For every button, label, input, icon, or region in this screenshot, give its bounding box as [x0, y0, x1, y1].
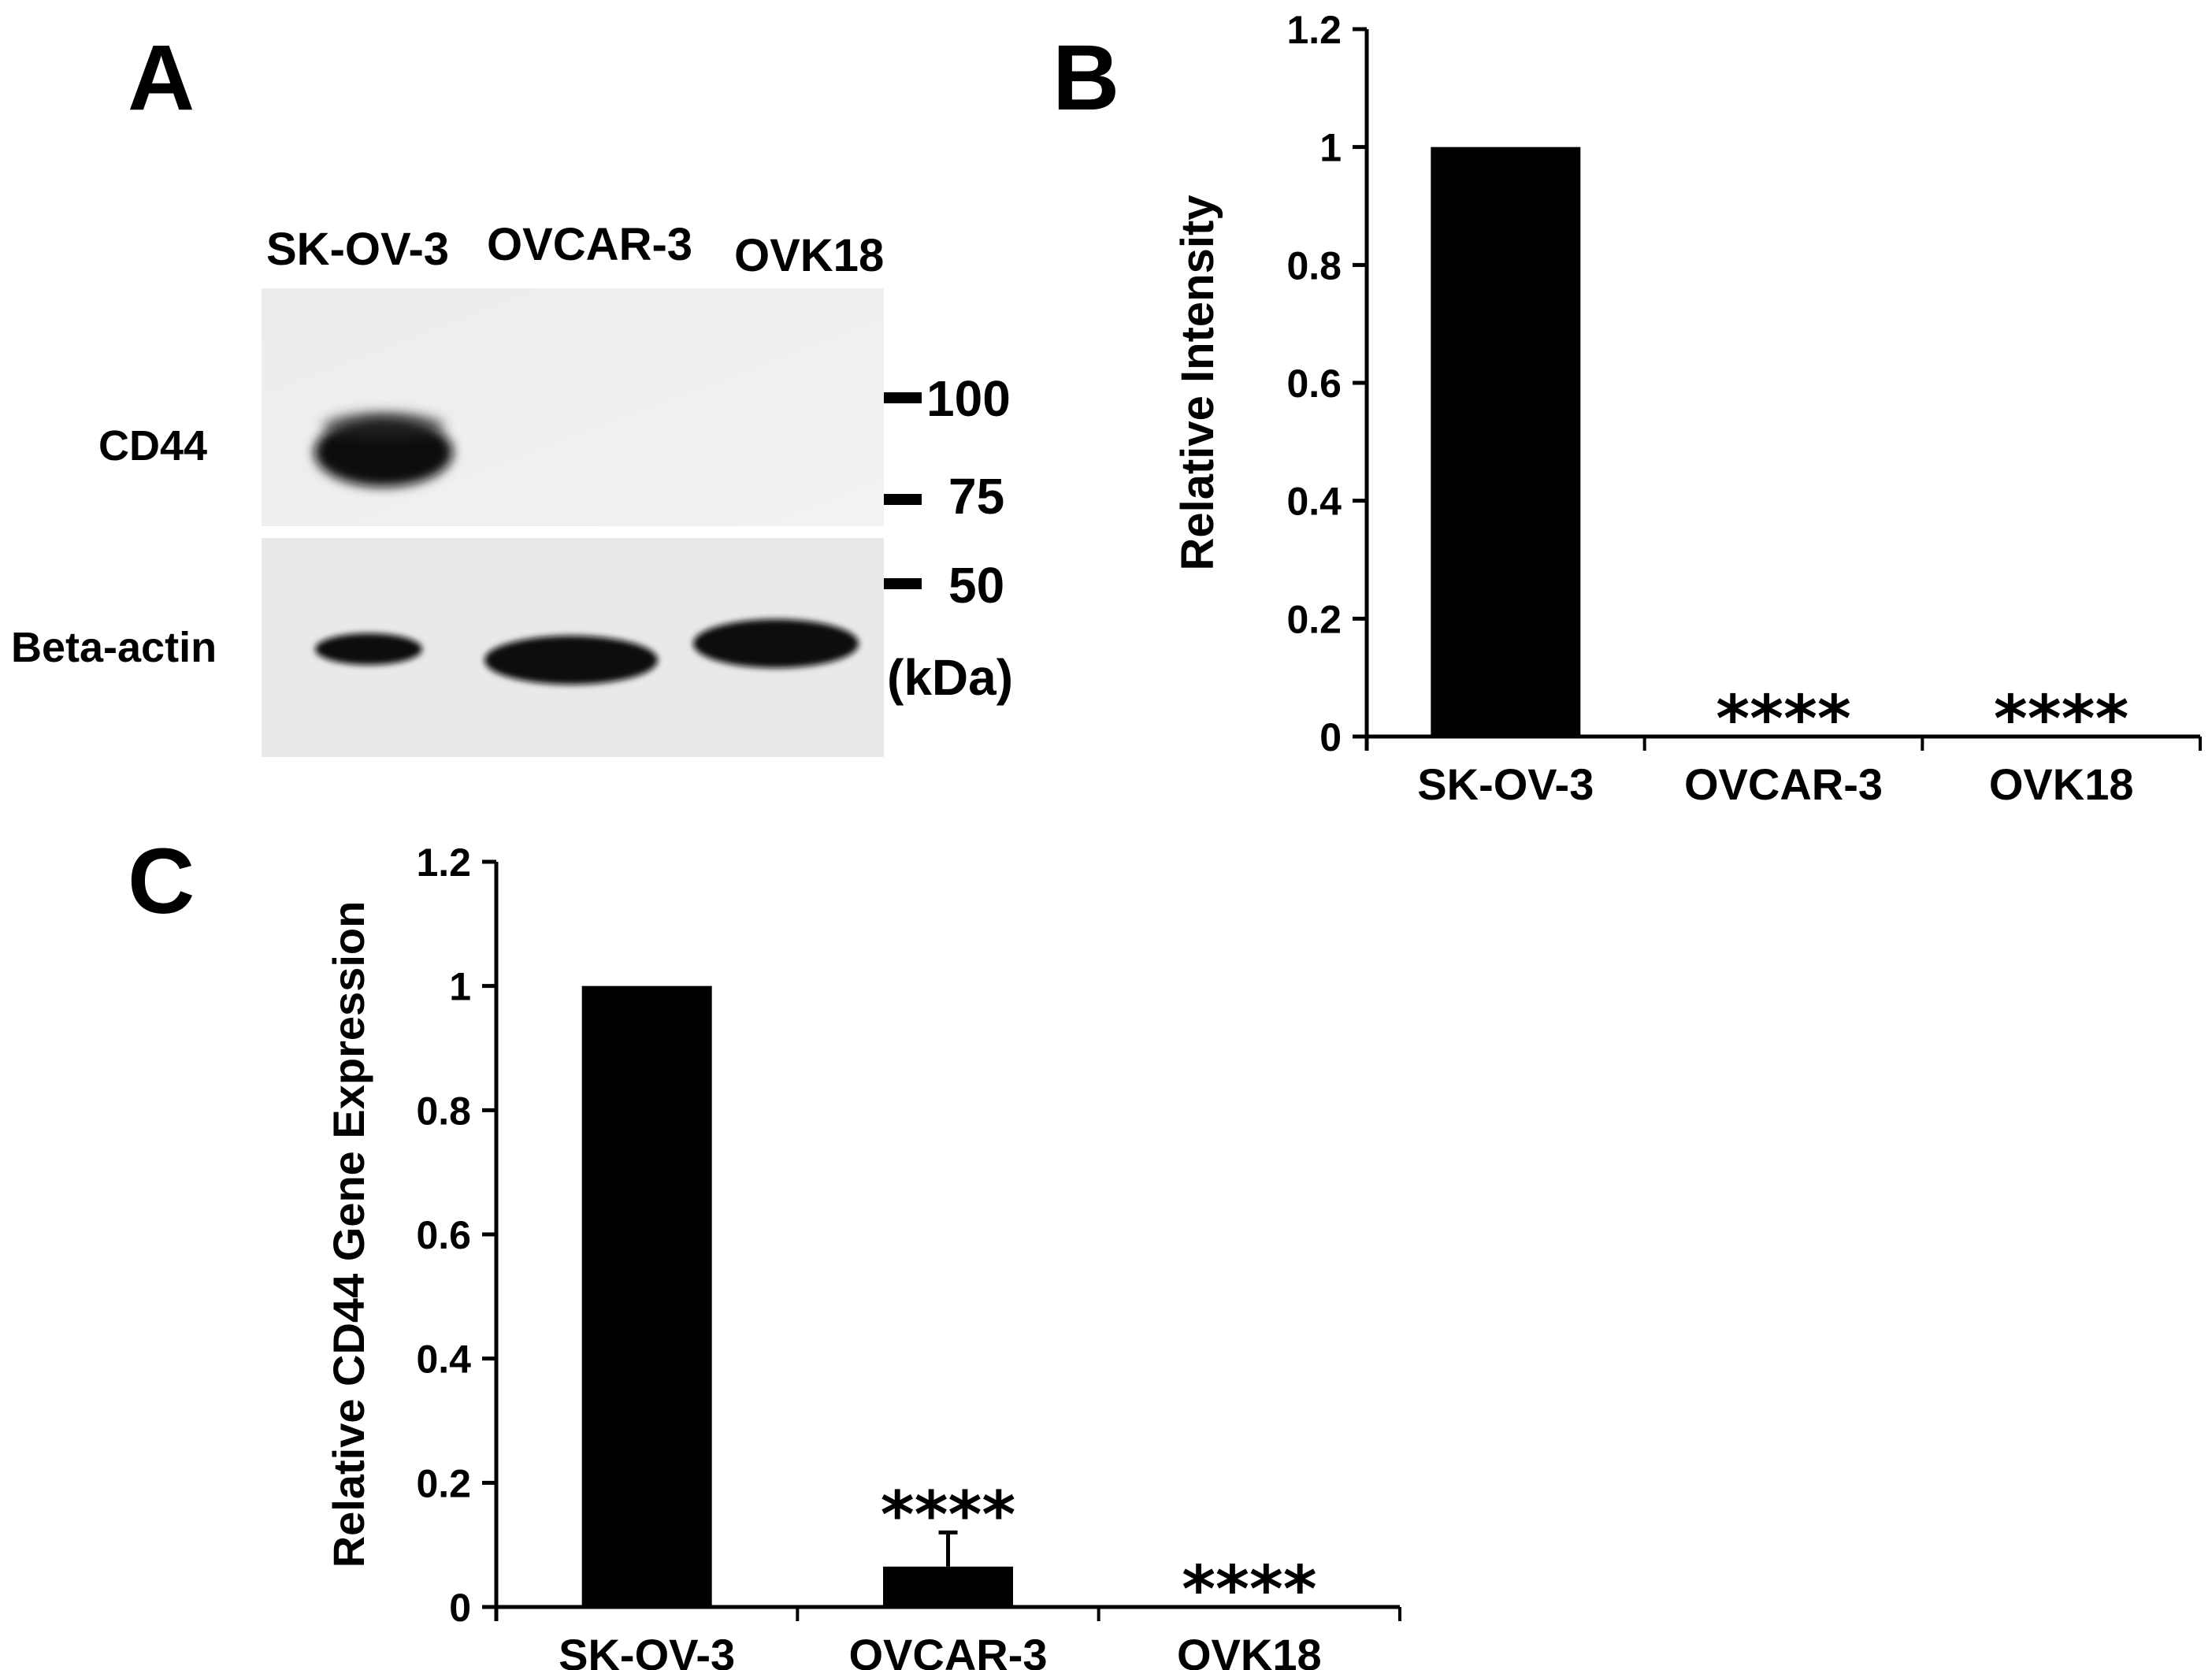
marker-tick-50 [884, 578, 922, 589]
significance-stars: **** [1182, 1553, 1317, 1627]
panel-label-c: C [128, 829, 195, 933]
x-category-label: OVK18 [1177, 1630, 1322, 1670]
lane-label-ovcar-3: OVCAR-3 [487, 219, 692, 270]
x-category-label: OVCAR-3 [1684, 759, 1883, 809]
marker-label-75: 75 [948, 468, 1004, 525]
y-tick-label: 1 [449, 965, 471, 1009]
beta-actin-band-ovk18 [693, 619, 859, 668]
marker-tick-75 [884, 494, 922, 505]
y-tick-label: 1.2 [416, 841, 471, 885]
x-category-label: SK-OV-3 [559, 1630, 735, 1670]
bar-sk-ov-3 [581, 985, 712, 1607]
panel-label-a: A [128, 26, 195, 130]
x-category-label: OVCAR-3 [848, 1630, 1047, 1670]
y-tick-label: 0.6 [1286, 362, 1342, 406]
bar-sk-ov-3 [1431, 147, 1581, 737]
marker-label-50: 50 [948, 557, 1004, 614]
y-tick-label: 0.2 [416, 1461, 471, 1505]
beta-actin-band-sk-ov-3 [315, 633, 422, 665]
y-tick-label: 0.4 [1286, 480, 1342, 524]
beta-actin-band-ovcar-3 [484, 636, 658, 685]
y-tick-label: 1 [1319, 126, 1342, 170]
marker-tick-100 [884, 392, 922, 403]
bar-ovcar-3 [1709, 735, 1858, 737]
marker-label-100: 100 [926, 370, 1011, 427]
significance-stars: **** [881, 1478, 1016, 1553]
y-tick-label: 0.6 [416, 1213, 471, 1257]
cd44-band-smear [322, 411, 445, 440]
blot-membrane-cd44 [262, 288, 884, 526]
x-category-label: SK-OV-3 [1417, 759, 1594, 809]
row-label-beta-actin: Beta-actin [11, 624, 217, 671]
significance-stars: **** [1716, 682, 1851, 757]
y-tick-label: 0.4 [416, 1338, 471, 1382]
chart-b-relative-intensity: 00.20.40.60.811.2SK-OV-3 OVCAR-3****OVK18… [1172, 8, 2202, 809]
western-blot: SK-OV-3 OVCAR-3 OVK18 CD44 Beta-actin 10… [11, 219, 1013, 757]
chart-c-relative-cd44-expression: 00.20.40.60.811.2SK-OV-3 OVCAR-3****OVK18… [324, 841, 1401, 1670]
bar-ovk18 [1986, 735, 2136, 737]
y-axis-label: Relative CD44 Gene Expression [324, 901, 373, 1568]
y-tick-label: 0 [1319, 715, 1342, 759]
bar-ovcar-3 [883, 1566, 1013, 1607]
marker-unit-kda: (kDa) [887, 649, 1013, 706]
lane-label-ovk18: OVK18 [734, 230, 884, 281]
y-tick-label: 0.2 [1286, 597, 1342, 641]
y-axis-label: Relative Intensity [1172, 195, 1223, 570]
y-tick-label: 0 [449, 1586, 471, 1630]
panel-label-b: B [1052, 26, 1120, 130]
y-tick-label: 0.8 [1286, 243, 1342, 288]
bar-ovk18 [1184, 1605, 1315, 1607]
significance-stars: **** [1994, 682, 2129, 757]
x-category-label: OVK18 [1989, 759, 2134, 809]
y-tick-label: 1.2 [1286, 8, 1342, 52]
y-tick-label: 0.8 [416, 1089, 471, 1133]
row-label-cd44: CD44 [98, 422, 207, 469]
lane-label-sk-ov-3: SK-OV-3 [266, 224, 449, 275]
